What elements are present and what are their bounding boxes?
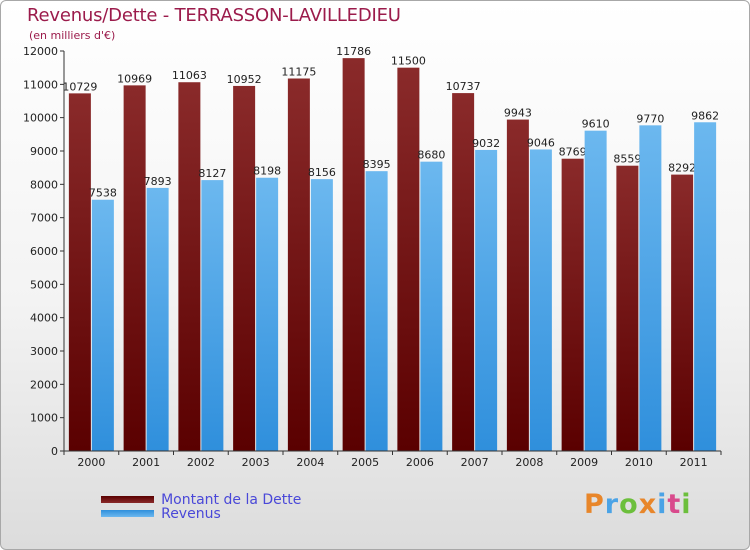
logo-letter: i (657, 489, 668, 520)
data-label-dette: 10737 (446, 80, 481, 93)
bar-revenus (310, 179, 333, 451)
data-label-dette: 10969 (117, 72, 152, 85)
y-tick-label: 9000 (30, 145, 58, 158)
data-label-revenus: 9610 (582, 118, 610, 131)
x-tick-label: 2011 (680, 456, 708, 469)
data-label-dette: 11175 (281, 66, 316, 79)
data-label-dette: 8769 (559, 146, 587, 159)
y-tick-label: 12000 (23, 45, 58, 58)
bar-dette (561, 158, 584, 451)
bar-revenus (529, 149, 552, 451)
bar-dette (616, 165, 639, 451)
data-label-revenus: 8127 (198, 167, 226, 180)
data-label-revenus: 9862 (691, 109, 719, 122)
x-tick-label: 2009 (570, 456, 598, 469)
x-tick-label: 2001 (132, 456, 160, 469)
bar-dette (287, 78, 310, 451)
chart-subtitle: (en milliers d'€) (29, 29, 116, 42)
y-tick-label: 0 (51, 445, 58, 458)
y-tick-label: 1000 (30, 412, 58, 425)
data-label-revenus: 7893 (144, 175, 172, 188)
x-tick-label: 2000 (77, 456, 105, 469)
bar-dette (671, 174, 694, 451)
bar-dette (178, 82, 201, 451)
bar-dette (233, 85, 256, 451)
data-label-dette: 9943 (504, 107, 532, 120)
y-tick-label: 3000 (30, 345, 58, 358)
bar-revenus (256, 177, 279, 451)
legend-label-revenus: Revenus (161, 505, 221, 522)
y-tick-label: 6000 (30, 245, 58, 258)
bar-dette (397, 67, 420, 452)
data-label-revenus: 9770 (636, 112, 664, 125)
y-tick-label: 11000 (23, 78, 58, 91)
data-label-revenus: 8156 (308, 166, 336, 179)
x-tick-label: 2005 (351, 456, 379, 469)
y-tick-label: 10000 (23, 112, 58, 125)
legend-swatch-revenus (101, 510, 154, 517)
bar-revenus (475, 149, 498, 451)
x-tick-label: 2004 (296, 456, 324, 469)
bar-revenus (146, 187, 169, 451)
x-tick-label: 2008 (515, 456, 543, 469)
legend-label-dette: Montant de la Dette (161, 491, 302, 508)
logo-letter: P (584, 489, 605, 520)
data-label-dette: 11500 (391, 55, 426, 68)
bar-dette (68, 93, 91, 451)
legend-item-revenus: Revenus (101, 503, 221, 522)
data-label-dette: 11786 (336, 45, 371, 58)
bar-dette (452, 93, 475, 451)
bar-dette (123, 85, 146, 451)
data-label-revenus: 7538 (89, 187, 117, 200)
bar-revenus (91, 199, 114, 451)
logo-letter: i (681, 489, 692, 520)
bar-revenus (584, 130, 607, 451)
y-tick-label: 8000 (30, 178, 58, 191)
x-tick-label: 2002 (187, 456, 215, 469)
logo-letter: o (619, 489, 639, 520)
legend-swatch-dette (101, 496, 154, 503)
y-tick-label: 7000 (30, 212, 58, 225)
data-label-revenus: 8198 (253, 165, 281, 178)
data-label-revenus: 8680 (417, 149, 445, 162)
logo-letter: x (638, 489, 658, 520)
bar-revenus (201, 180, 224, 451)
x-tick-label: 2010 (625, 456, 653, 469)
bar-revenus (365, 171, 388, 451)
data-label-revenus: 9046 (527, 136, 555, 149)
data-label-dette: 11063 (172, 69, 207, 82)
logo-letter: r (604, 489, 620, 520)
data-label-dette: 8559 (613, 153, 641, 166)
bar-dette (506, 119, 529, 452)
data-label-dette: 8292 (668, 162, 696, 175)
data-label-revenus: 9032 (472, 137, 500, 150)
bar-revenus (639, 125, 662, 451)
data-label-revenus: 8395 (363, 158, 391, 171)
x-tick-label: 2007 (461, 456, 489, 469)
y-tick-label: 2000 (30, 378, 58, 391)
bar-revenus (694, 122, 717, 452)
chart-title: Revenus/Dette - TERRASSON-LAVILLEDIEU (27, 5, 401, 26)
bar-revenus (420, 161, 443, 451)
y-tick-label: 5000 (30, 278, 58, 291)
logo-letter: t (667, 489, 682, 520)
x-tick-label: 2003 (242, 456, 270, 469)
data-label-dette: 10729 (62, 80, 97, 93)
y-tick-label: 4000 (30, 312, 58, 325)
legend-item-dette: Montant de la Dette (101, 489, 301, 508)
bar-dette (342, 58, 365, 452)
data-label-dette: 10952 (227, 73, 262, 86)
x-tick-label: 2006 (406, 456, 434, 469)
proxiti-logo: Proxiti (584, 489, 692, 520)
